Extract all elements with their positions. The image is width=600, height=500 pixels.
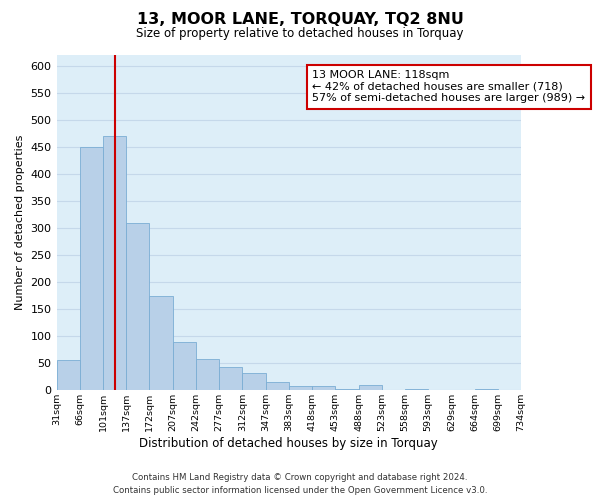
Bar [149, 296, 173, 390]
X-axis label: Distribution of detached houses by size in Torquay: Distribution of detached houses by size … [139, 437, 438, 450]
Bar [196, 359, 219, 390]
Bar [405, 389, 428, 390]
Bar [126, 222, 149, 390]
Bar [335, 388, 359, 390]
Bar [266, 382, 289, 390]
Bar [475, 389, 498, 390]
Text: Size of property relative to detached houses in Torquay: Size of property relative to detached ho… [136, 28, 464, 40]
Text: Contains HM Land Registry data © Crown copyright and database right 2024.
Contai: Contains HM Land Registry data © Crown c… [113, 474, 487, 495]
Text: 13 MOOR LANE: 118sqm
← 42% of detached houses are smaller (718)
57% of semi-deta: 13 MOOR LANE: 118sqm ← 42% of detached h… [312, 70, 585, 103]
Bar [173, 342, 196, 390]
Bar [80, 147, 103, 390]
Text: 13, MOOR LANE, TORQUAY, TQ2 8NU: 13, MOOR LANE, TORQUAY, TQ2 8NU [137, 12, 463, 28]
Bar [289, 386, 312, 390]
Bar [359, 386, 382, 390]
Bar [103, 136, 126, 390]
Bar [219, 368, 242, 390]
Y-axis label: Number of detached properties: Number of detached properties [15, 135, 25, 310]
Bar [312, 386, 335, 390]
Bar [242, 373, 266, 390]
Bar [56, 360, 80, 390]
